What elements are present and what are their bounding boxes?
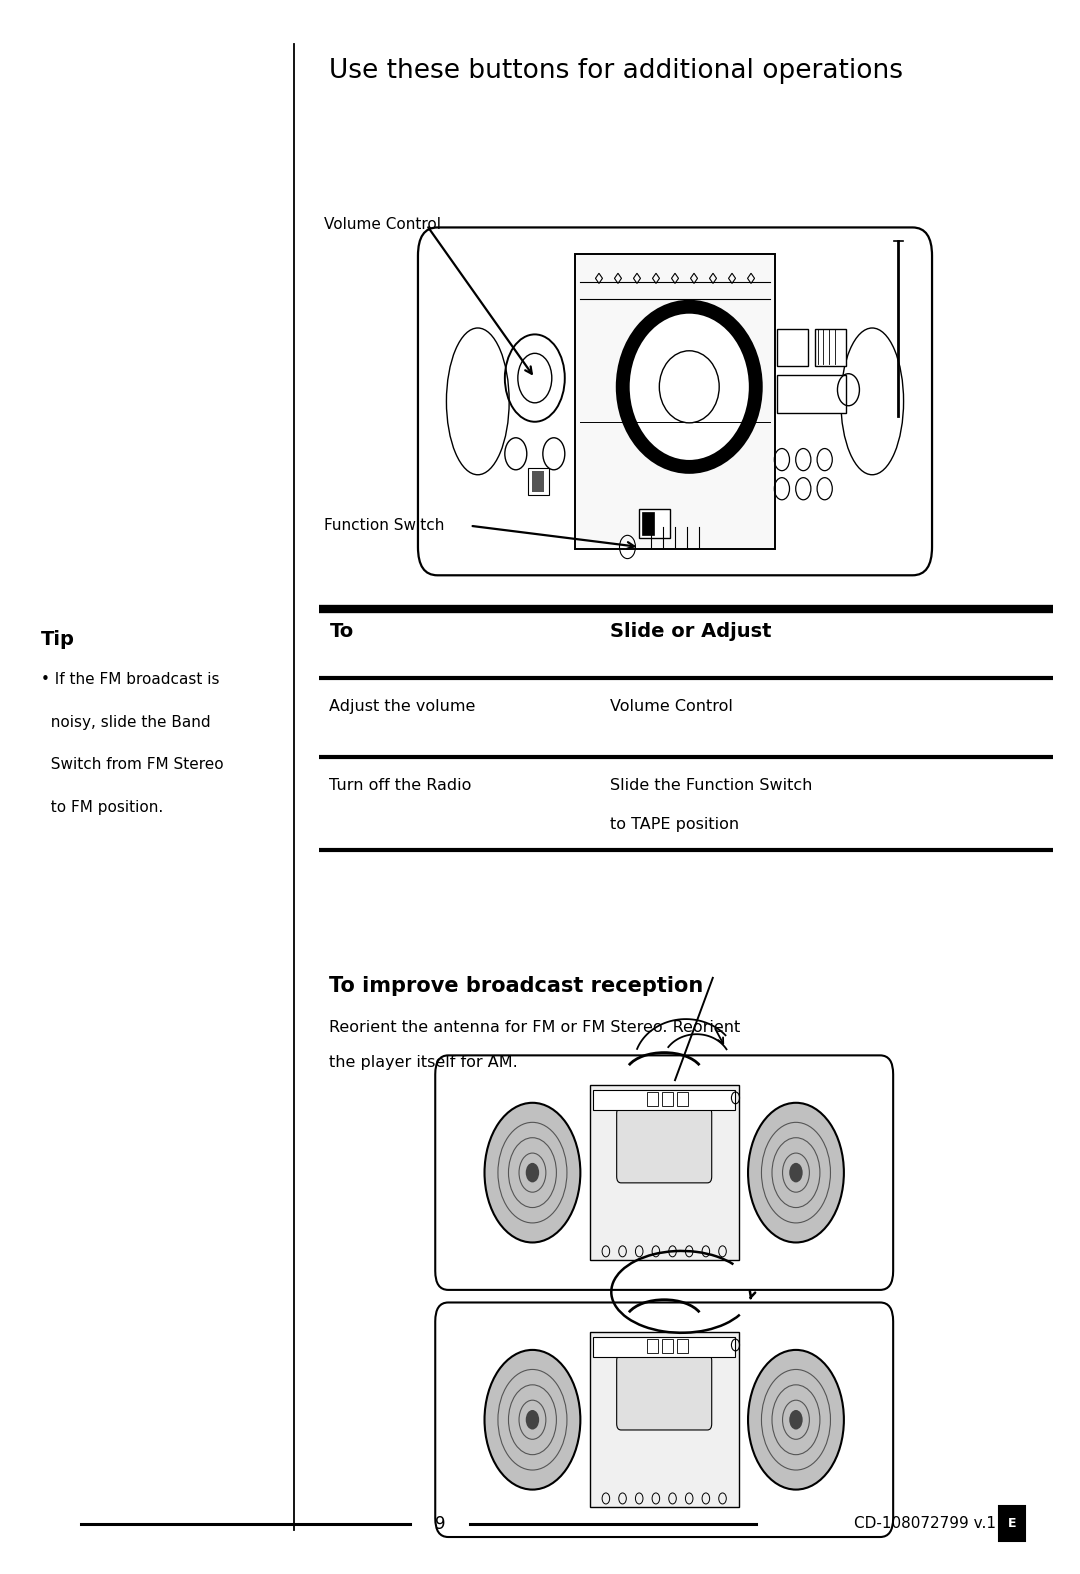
Bar <box>642 512 653 535</box>
Text: • If the FM broadcast is: • If the FM broadcast is <box>41 672 219 688</box>
Text: To: To <box>329 622 353 641</box>
Text: Function Switch: Function Switch <box>324 518 444 534</box>
Text: Use these buttons for additional operations: Use these buttons for additional operati… <box>329 58 903 85</box>
Ellipse shape <box>841 327 904 475</box>
Text: Slide the Function Switch: Slide the Function Switch <box>610 778 812 793</box>
Text: Switch from FM Stereo: Switch from FM Stereo <box>41 757 224 773</box>
Bar <box>639 508 671 538</box>
Bar <box>647 1339 658 1352</box>
Text: Turn off the Radio: Turn off the Radio <box>329 778 472 793</box>
Bar <box>778 329 808 367</box>
Bar <box>677 1339 688 1352</box>
Bar <box>662 1092 673 1105</box>
FancyBboxPatch shape <box>617 1108 712 1184</box>
Text: 9: 9 <box>435 1514 445 1533</box>
Ellipse shape <box>659 351 719 423</box>
Circle shape <box>748 1103 843 1242</box>
Ellipse shape <box>623 307 756 467</box>
Bar <box>815 329 846 367</box>
FancyBboxPatch shape <box>435 1303 893 1536</box>
Text: Volume Control: Volume Control <box>610 699 733 715</box>
Text: the player itself for AM.: the player itself for AM. <box>329 1055 518 1070</box>
Bar <box>647 1092 658 1105</box>
Bar <box>778 375 846 412</box>
Text: CD-108072799 v.1: CD-108072799 v.1 <box>854 1516 996 1532</box>
Circle shape <box>526 1163 539 1182</box>
Bar <box>593 1336 735 1357</box>
Bar <box>677 1092 688 1105</box>
Ellipse shape <box>820 279 924 524</box>
FancyBboxPatch shape <box>435 1055 893 1291</box>
Bar <box>532 471 544 491</box>
Bar <box>528 469 549 494</box>
Circle shape <box>485 1103 580 1242</box>
Circle shape <box>526 1410 539 1429</box>
Text: Reorient the antenna for FM or FM Stereo. Reorient: Reorient the antenna for FM or FM Stereo… <box>329 1020 741 1036</box>
FancyBboxPatch shape <box>590 1332 739 1508</box>
Bar <box>662 1339 673 1352</box>
Text: to TAPE position: to TAPE position <box>610 817 740 833</box>
Text: To improve broadcast reception: To improve broadcast reception <box>329 976 704 996</box>
Circle shape <box>789 1163 802 1182</box>
Text: to FM position.: to FM position. <box>41 800 163 815</box>
Bar <box>593 1089 735 1110</box>
Text: noisy, slide the Band: noisy, slide the Band <box>41 715 211 730</box>
Text: Slide or Adjust: Slide or Adjust <box>610 622 772 641</box>
Circle shape <box>748 1350 843 1489</box>
FancyBboxPatch shape <box>590 1086 739 1259</box>
Text: Tip: Tip <box>41 630 75 648</box>
Circle shape <box>485 1350 580 1489</box>
FancyBboxPatch shape <box>418 228 932 575</box>
Bar <box>999 1506 1025 1541</box>
Ellipse shape <box>446 327 509 475</box>
Circle shape <box>789 1410 802 1429</box>
FancyBboxPatch shape <box>617 1354 712 1429</box>
Text: Volume Control: Volume Control <box>324 217 441 233</box>
FancyBboxPatch shape <box>575 253 775 549</box>
Ellipse shape <box>426 279 530 524</box>
Text: E: E <box>1008 1517 1016 1530</box>
Text: Adjust the volume: Adjust the volume <box>329 699 476 715</box>
